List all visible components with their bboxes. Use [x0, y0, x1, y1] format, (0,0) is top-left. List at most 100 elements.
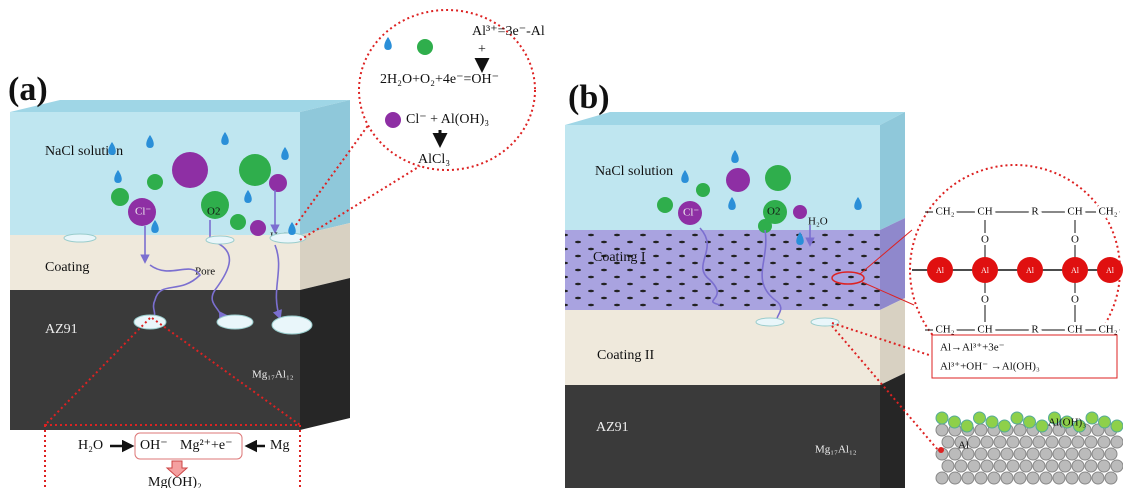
pore-label: Pore: [195, 266, 215, 278]
shell-particle: [1099, 416, 1111, 428]
al-particle: [1014, 424, 1026, 436]
metal-label: Al: [936, 266, 945, 275]
al-particle: [1040, 472, 1052, 484]
al-particle: [988, 448, 1000, 460]
al-particle: [1001, 448, 1013, 460]
substrate-layer: [565, 385, 880, 488]
ion-label: O2: [207, 206, 220, 218]
phase-label: Mg₁₇Al₁₂: [252, 369, 294, 381]
shell-particle: [949, 416, 961, 428]
shell-particle: [1024, 416, 1036, 428]
al-particle: [975, 424, 987, 436]
metal-label: Al: [981, 266, 990, 275]
ion: [269, 174, 287, 192]
shell-particle: [1011, 412, 1023, 424]
ion: [417, 39, 433, 55]
pit: [756, 318, 784, 326]
ion: [385, 112, 401, 128]
pit: [64, 234, 96, 242]
layer-label: Coating II: [597, 348, 654, 363]
al-particle: [1020, 436, 1032, 448]
equation: Cl⁻ + Al(OH)₃: [406, 112, 489, 127]
al-particle: [968, 460, 980, 472]
al-particle: [936, 472, 948, 484]
al-particle: [955, 460, 967, 472]
side-face: [300, 100, 350, 235]
al-particle: [1105, 472, 1117, 484]
side-face: [880, 218, 905, 310]
al-particle: [1014, 448, 1026, 460]
shell-particle: [974, 412, 986, 424]
al-particle: [942, 460, 954, 472]
ion: [230, 214, 246, 230]
ion: [239, 154, 271, 186]
shell-particle: [999, 420, 1011, 432]
al-particle: [1066, 472, 1078, 484]
layer-label: AZ91: [45, 322, 78, 337]
al-particle: [1092, 472, 1104, 484]
ion-label: Cl⁻: [683, 207, 699, 219]
al-particle: [1079, 472, 1091, 484]
ion: [793, 205, 807, 219]
al-particle: [1033, 460, 1045, 472]
top-face: [10, 100, 350, 112]
shell-particle: [936, 412, 948, 424]
al-particle: [1027, 448, 1039, 460]
al-particle: [1111, 460, 1123, 472]
ion: [765, 165, 791, 191]
top-face: [565, 112, 905, 125]
al-particle: [981, 436, 993, 448]
al-particle: [1098, 460, 1110, 472]
equation: Al³⁺=3e⁻-Al: [472, 24, 545, 39]
species: Mg: [270, 438, 289, 453]
link-atom: O: [1071, 294, 1079, 306]
al-particle: [988, 472, 1000, 484]
al-particle: [1085, 436, 1097, 448]
side-face: [300, 278, 350, 430]
equation: +: [478, 42, 486, 57]
al-particle: [1085, 460, 1097, 472]
metal-label: Al: [1106, 266, 1115, 275]
al-particle: [1046, 460, 1058, 472]
al-particle: [994, 460, 1006, 472]
link-atom: O: [1071, 234, 1079, 246]
pit: [206, 236, 234, 244]
equation: 2H₂O+O₂+4e⁻=OH⁻: [380, 72, 499, 87]
ion: [147, 174, 163, 190]
ion-label: Cl⁻: [135, 206, 151, 218]
al-particle: [981, 460, 993, 472]
al-particle: [1059, 436, 1071, 448]
chain-group: CH₂: [1098, 206, 1117, 218]
layer-label: Coating I: [593, 250, 646, 265]
chain-group: CH₂: [935, 206, 954, 218]
equation: Al³⁺+OH⁻ →Al(OH)₃: [940, 361, 1040, 373]
chain-group: CH: [1067, 206, 1082, 218]
al-particle: [1046, 436, 1058, 448]
pit: [270, 233, 306, 243]
particle-label: Al: [958, 440, 969, 452]
link-atom: O: [981, 234, 989, 246]
chain-group: CH: [977, 324, 992, 336]
chain-group: CH: [1067, 324, 1082, 336]
al-particle: [1098, 436, 1110, 448]
al-particle: [1111, 436, 1123, 448]
link-atom: O: [981, 294, 989, 306]
pit: [217, 315, 253, 329]
ion: [250, 220, 266, 236]
chain-group: R: [1031, 324, 1039, 336]
al-particle: [1053, 472, 1065, 484]
coating-1-layer: [565, 230, 880, 310]
layer-label: NaCl solution: [595, 164, 673, 179]
shell-particle: [1111, 420, 1123, 432]
al-particle: [1007, 460, 1019, 472]
ion: [657, 197, 673, 213]
al-particle: [968, 436, 980, 448]
panel-label: (b): [568, 79, 610, 116]
ion: [726, 168, 750, 192]
al-particle: [1007, 436, 1019, 448]
al-particle: [962, 472, 974, 484]
al-particle: [942, 436, 954, 448]
al-particle: [994, 436, 1006, 448]
shell-particle: [1036, 420, 1048, 432]
side-face: [880, 112, 905, 230]
